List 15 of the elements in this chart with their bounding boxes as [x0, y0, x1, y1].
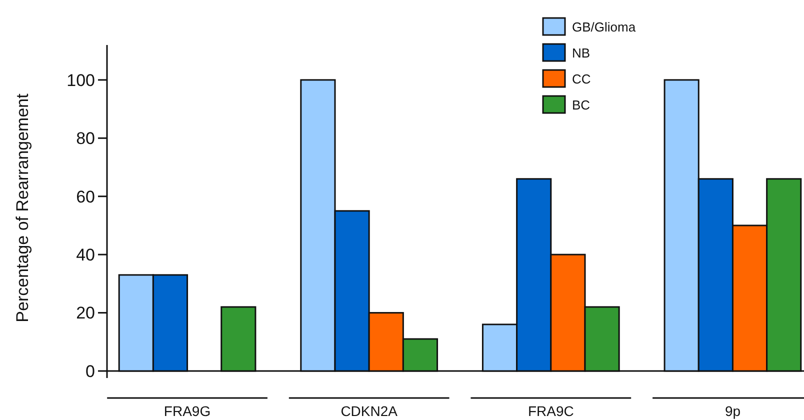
x-tick-label: FRA9C — [528, 403, 574, 419]
x-tick-label: 9p — [724, 403, 741, 419]
y-tick-label: 100 — [66, 70, 95, 90]
legend-label: NB — [572, 46, 590, 61]
x-tick-label: CDKN2A — [340, 403, 398, 419]
y-tick-label: 40 — [76, 246, 95, 265]
y-tick-label: 0 — [86, 362, 95, 381]
y-tick-label: 20 — [76, 304, 95, 323]
legend-label: BC — [572, 98, 590, 113]
x-tick-label: FRA9G — [164, 403, 211, 419]
y-tick-label: 60 — [76, 187, 95, 206]
y-axis-title: Percentage of Rearrangement — [13, 93, 32, 322]
y-tick-label: 80 — [76, 129, 95, 148]
legend-label: CC — [572, 72, 591, 87]
legend-label: GB/Glioma — [572, 20, 636, 35]
